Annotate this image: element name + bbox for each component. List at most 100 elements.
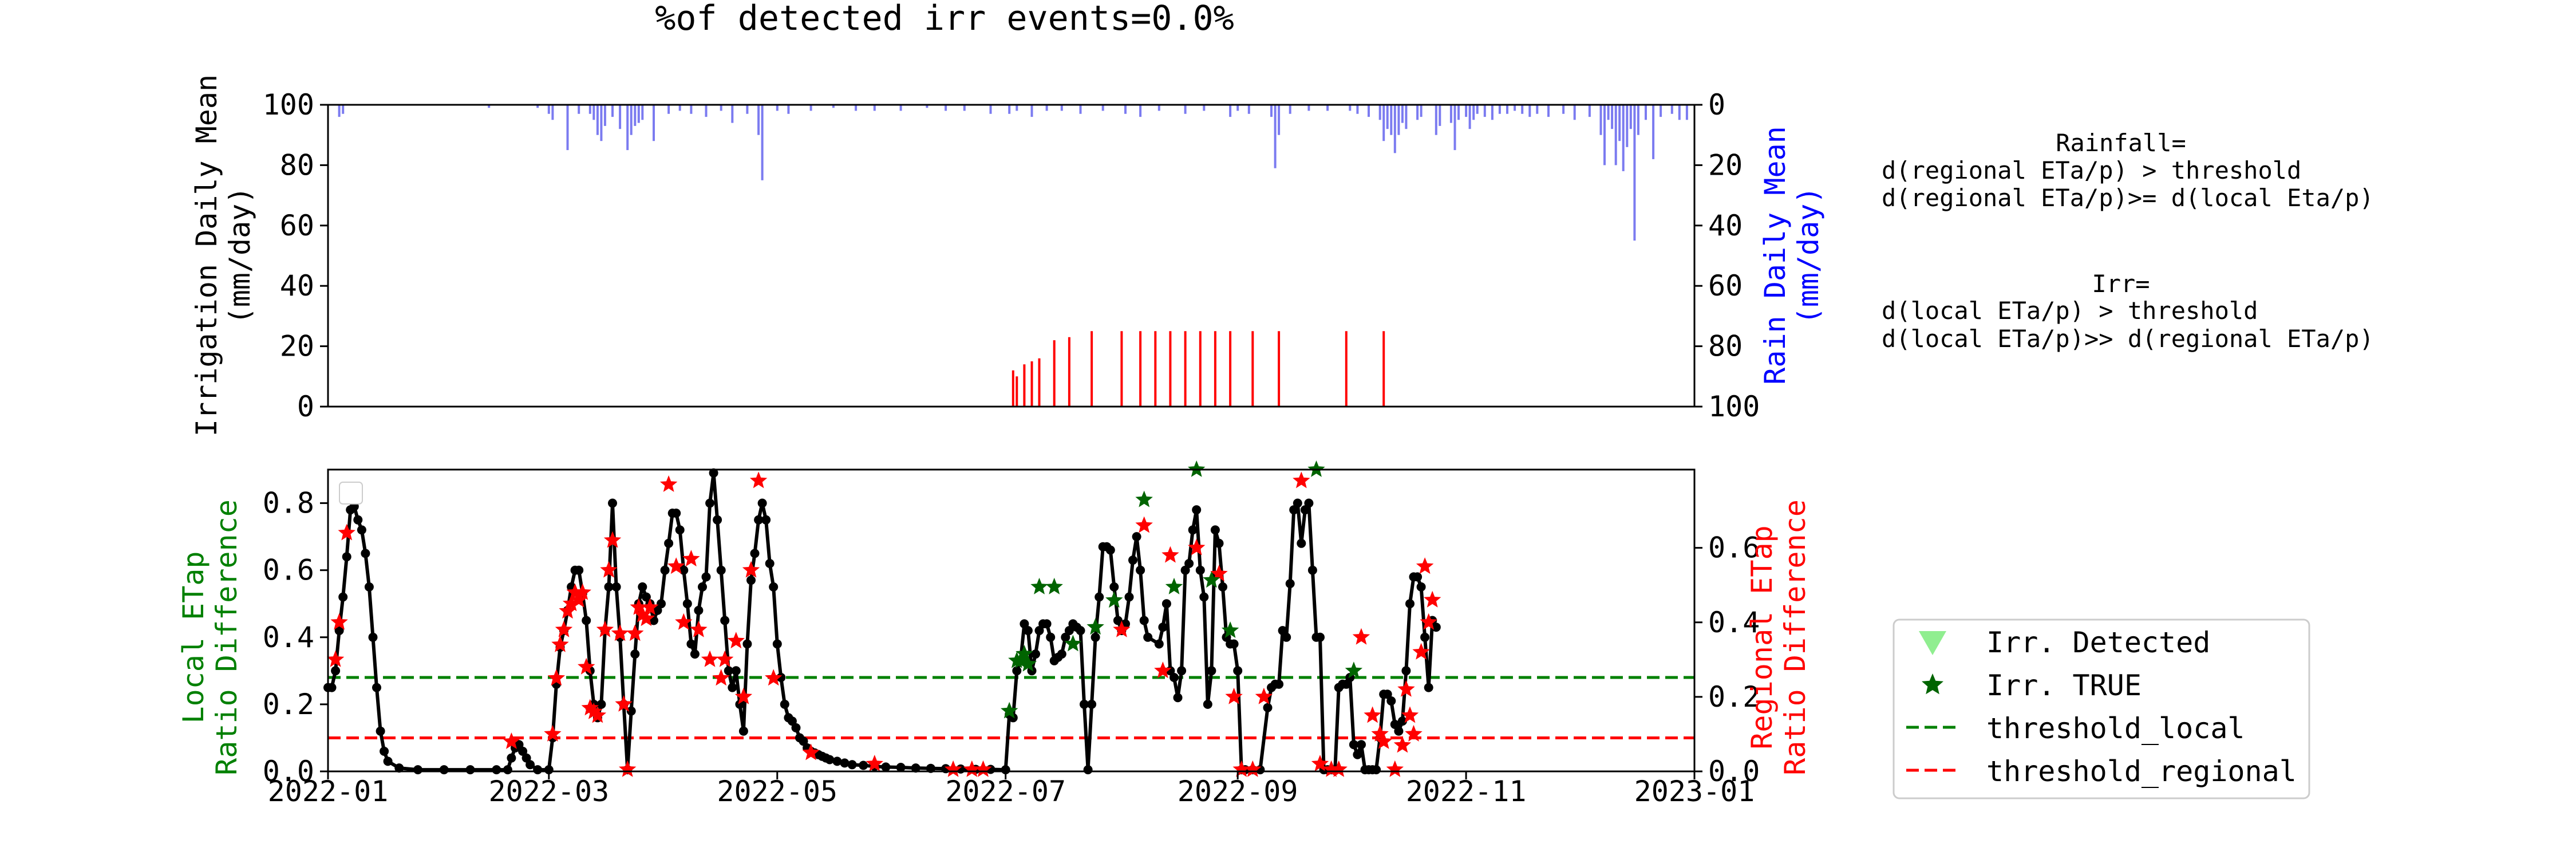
rain-bar bbox=[1618, 105, 1621, 141]
regional-star bbox=[326, 650, 345, 667]
series-point bbox=[705, 498, 715, 508]
top-left-ylabel: Irrigation Daily Mean(mm/day) bbox=[190, 74, 256, 436]
regional-star bbox=[603, 531, 622, 548]
regional-star bbox=[1371, 724, 1389, 742]
rain-bar bbox=[1678, 105, 1681, 120]
series-point bbox=[1307, 565, 1317, 575]
notes: Rainfall= d(regional ETa/p) > threshold … bbox=[1882, 129, 2374, 353]
series-point bbox=[757, 498, 767, 508]
series-point bbox=[334, 626, 344, 636]
series-point bbox=[503, 765, 512, 775]
series-point bbox=[720, 616, 730, 625]
legend-item-threshold-local: threshold_local bbox=[1986, 712, 2245, 745]
rain-bar bbox=[1614, 105, 1617, 166]
bottom-left-ylabel: Local ETapRatio Difference bbox=[177, 499, 243, 775]
series-point bbox=[465, 765, 475, 775]
regional-star bbox=[555, 620, 573, 637]
series-point bbox=[1136, 565, 1145, 575]
rain-bar bbox=[551, 105, 554, 120]
tick-label: 2022-01 bbox=[268, 775, 389, 808]
series-point bbox=[1177, 666, 1187, 676]
rain-bar bbox=[1622, 105, 1625, 171]
rain-bar bbox=[1536, 105, 1539, 114]
rain-bar bbox=[1247, 105, 1250, 114]
tick-label: 0.0 bbox=[263, 755, 314, 788]
regional-star bbox=[641, 598, 659, 615]
rain-bar bbox=[578, 105, 580, 114]
series-point bbox=[1023, 626, 1033, 636]
rain-bar bbox=[1457, 105, 1460, 120]
series-point bbox=[1180, 565, 1190, 575]
tick-label: 0.8 bbox=[263, 487, 314, 520]
bottom-right-ylabel: Regional ETapRatio Difference bbox=[1745, 499, 1812, 775]
series-point bbox=[1184, 559, 1194, 568]
rain-bar bbox=[926, 105, 929, 108]
regional-star bbox=[701, 650, 719, 667]
irr-true-star bbox=[1188, 460, 1206, 477]
series-point bbox=[780, 699, 789, 709]
regional-star bbox=[330, 613, 348, 630]
tick-label: 80 bbox=[280, 148, 314, 182]
series-point bbox=[754, 515, 764, 525]
series-point bbox=[1304, 498, 1314, 508]
regional-star-markers bbox=[326, 471, 1441, 777]
series-point bbox=[765, 559, 775, 568]
rain-bar bbox=[1476, 105, 1479, 114]
series-point bbox=[1057, 649, 1066, 659]
series-point bbox=[679, 565, 689, 575]
rain-bar bbox=[873, 105, 876, 111]
rain-bar bbox=[1368, 105, 1370, 117]
series-point bbox=[682, 599, 692, 609]
regional-star bbox=[634, 605, 651, 622]
regional-star bbox=[619, 760, 637, 777]
tick-label: 0.0 bbox=[1708, 755, 1760, 788]
rain-bar bbox=[592, 105, 595, 120]
regional-star bbox=[963, 760, 981, 777]
irr-true-star bbox=[1345, 661, 1363, 679]
series-point bbox=[1263, 703, 1273, 712]
series-point bbox=[518, 746, 528, 756]
legend-item-threshold-regional: threshold_regional bbox=[1986, 755, 2297, 788]
rain-bar bbox=[1603, 105, 1606, 166]
rain-bar bbox=[1386, 105, 1389, 129]
legend-triangle-marker bbox=[1919, 631, 1946, 655]
series-point bbox=[1353, 750, 1362, 759]
series-point bbox=[1297, 538, 1306, 548]
regional-star bbox=[1364, 706, 1381, 723]
regional-star bbox=[1405, 724, 1423, 742]
regional-star bbox=[1420, 613, 1437, 630]
rain-bar bbox=[600, 105, 603, 141]
series-point bbox=[1139, 616, 1149, 625]
series-point bbox=[1203, 699, 1212, 709]
rain-bar bbox=[1382, 105, 1385, 141]
rain-bar bbox=[899, 105, 902, 111]
rain-bar bbox=[1449, 105, 1452, 123]
series-point bbox=[1274, 679, 1284, 689]
rain-bar bbox=[653, 105, 655, 141]
series-point bbox=[1413, 572, 1423, 582]
legend-frame bbox=[1893, 618, 2310, 799]
series-point bbox=[1229, 639, 1239, 649]
irr-line1: d(local ETa/p) > threshold bbox=[1882, 297, 2258, 325]
rain-bar bbox=[1547, 105, 1550, 117]
rain-bar bbox=[667, 105, 670, 114]
regional-star bbox=[637, 609, 655, 626]
series-point bbox=[1095, 592, 1104, 602]
bottom-right-ticks: 0.0 0.2 0.4 0.6 bbox=[1694, 531, 1760, 788]
irr-true-star bbox=[1307, 460, 1325, 477]
regional-star bbox=[588, 706, 607, 723]
series-point bbox=[738, 726, 748, 736]
rain-bar bbox=[342, 105, 345, 114]
rain-bar bbox=[1483, 105, 1486, 117]
empty-legend-box bbox=[339, 482, 363, 505]
series-point bbox=[735, 699, 745, 709]
regional-star bbox=[1424, 590, 1441, 608]
irr-true-star bbox=[1165, 577, 1183, 594]
rain-bar bbox=[1562, 105, 1565, 114]
series-point bbox=[1080, 699, 1089, 709]
tick-label: 60 bbox=[280, 209, 314, 242]
series-point bbox=[1020, 619, 1029, 629]
tick-label: 40 bbox=[280, 269, 314, 302]
series-point bbox=[1293, 498, 1302, 508]
rain-bar bbox=[1611, 105, 1614, 129]
